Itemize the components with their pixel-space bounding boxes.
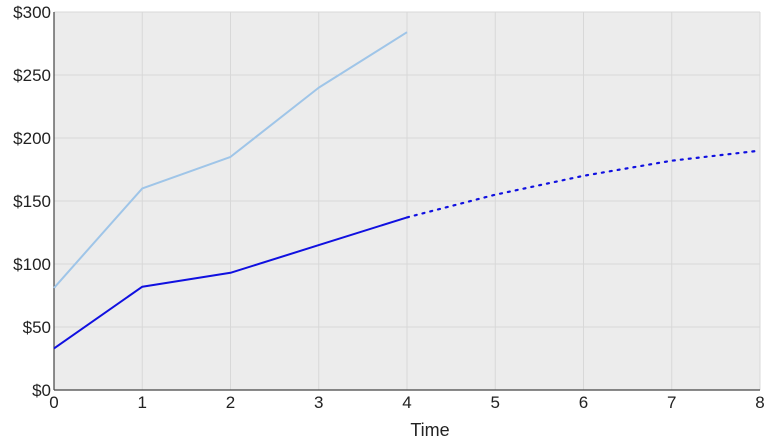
y-tick-label: $200	[13, 129, 51, 148]
x-tick-label: 5	[491, 393, 500, 412]
y-tick-label: $100	[13, 255, 51, 274]
x-tick-label: 1	[138, 393, 147, 412]
y-tick-label: $50	[23, 318, 51, 337]
y-tick-label: $250	[13, 66, 51, 85]
axes	[53, 12, 760, 391]
x-tick-label: 0	[49, 393, 58, 412]
grid-lines	[54, 11, 761, 390]
y-tick-label: $150	[13, 192, 51, 211]
x-tick-label: 6	[579, 393, 588, 412]
y-tick-label: $0	[32, 381, 51, 400]
x-tick-label: 3	[314, 393, 323, 412]
x-axis-title: Time	[410, 420, 449, 440]
series-line-2	[53, 216, 408, 350]
series-lines	[53, 31, 762, 350]
x-tick-label: 4	[402, 393, 411, 412]
tick-labels: 0 1 2 3 4 5 6 7 8 $0 $50 $100 $150 $200 $250 $300	[13, 3, 765, 412]
x-tick-label: 7	[667, 393, 676, 412]
y-tick-label: $300	[13, 3, 51, 22]
x-tick-label: 2	[226, 393, 235, 412]
x-tick-label: 8	[755, 393, 764, 412]
series-line-1	[53, 31, 408, 289]
